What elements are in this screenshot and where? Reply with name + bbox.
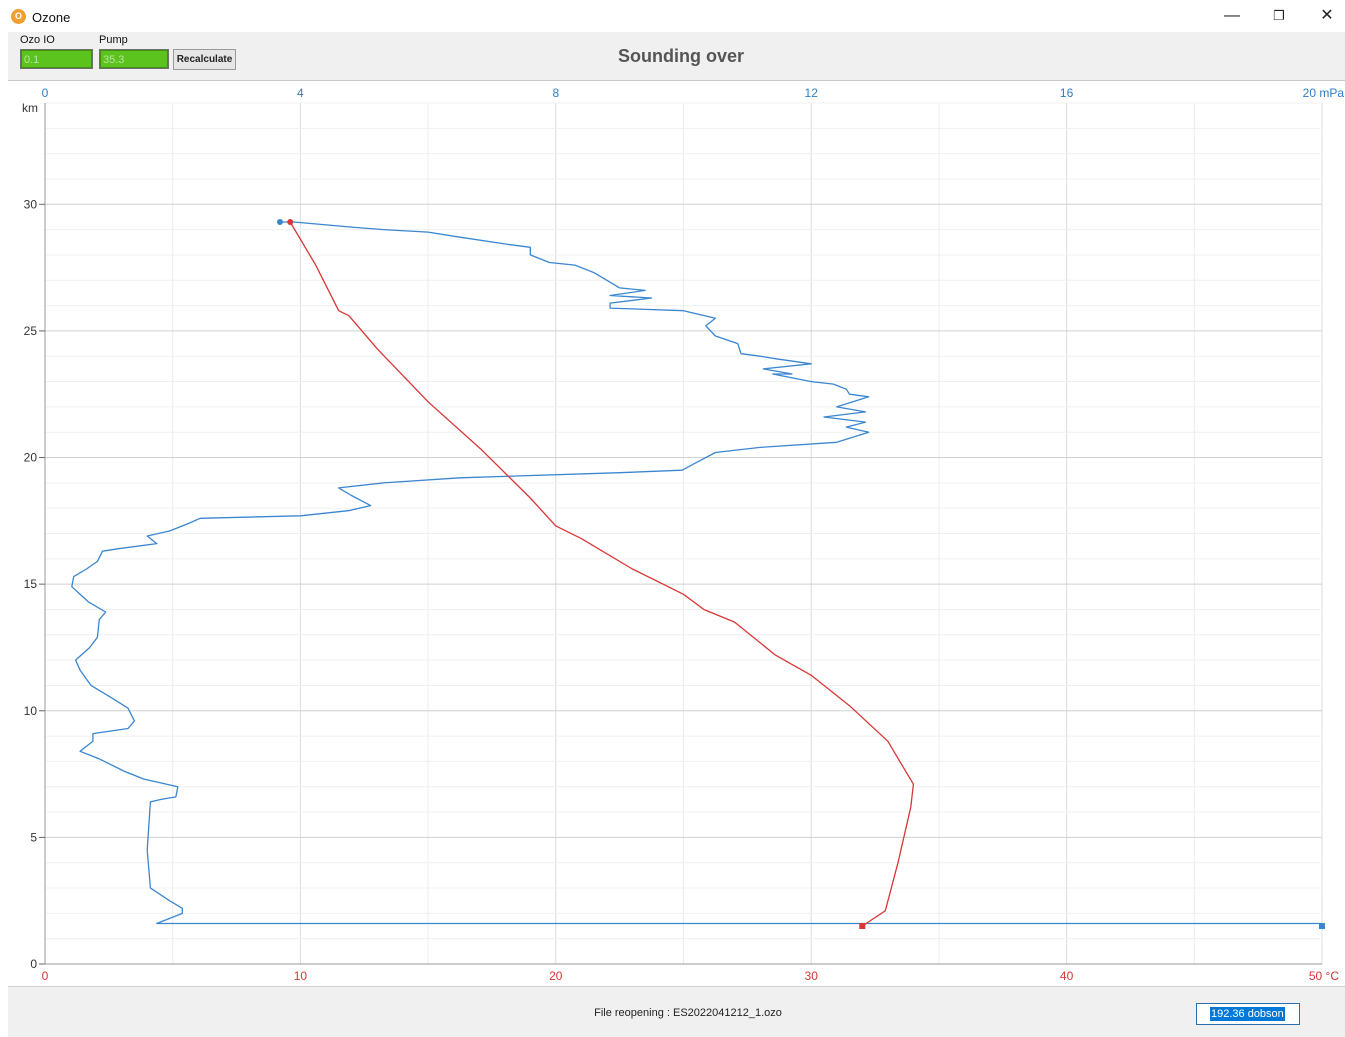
restore-button[interactable]: ❐ <box>1273 8 1285 23</box>
pump-label: Pump <box>99 34 128 46</box>
sounding-status-title: Sounding over <box>618 46 744 66</box>
y-tick-label: 20 <box>24 451 38 465</box>
pump-field[interactable]: 35.3 <box>99 49 169 69</box>
series-end-marker <box>276 219 283 226</box>
toolbar: Ozo IO 0.1 Pump 35.3 Recalculate Soundin… <box>8 32 1345 81</box>
x-bottom-tick-label: 10 <box>294 969 308 983</box>
series-end-marker <box>287 219 294 226</box>
y-tick-label: 0 <box>30 957 37 971</box>
chart-axes: 0 5 10 15 20 25 30 km 0 4 8 12 16 20 mPa 0 10 20 30 40 50 °… <box>22 86 1344 983</box>
y-tick-label: 25 <box>24 324 38 338</box>
status-bar: File reopening : ES2022041212_1.ozo 192.… <box>8 986 1345 1037</box>
y-axis-label: km <box>22 101 38 115</box>
chart-markers <box>276 219 1325 930</box>
title-bar: O Ozone — ❐ ✕ <box>0 0 1345 32</box>
y-tick-label: 30 <box>24 197 38 211</box>
x-bottom-tick-label: 20 <box>549 969 563 983</box>
x-bottom-tick-label: 0 <box>42 969 49 983</box>
file-status-text: File reopening : ES2022041212_1.ozo <box>594 1007 782 1019</box>
dobson-value: 192.36 dobson <box>1210 1007 1285 1021</box>
x-top-tick-label: 4 <box>297 86 304 100</box>
ozo-io-label: Ozo IO <box>20 34 55 46</box>
series-start-marker <box>859 923 866 930</box>
x-bottom-tick-label: 40 <box>1060 969 1074 983</box>
ozo-io-field[interactable]: 0.1 <box>20 49 93 69</box>
chart-series <box>71 221 1322 927</box>
ozone-partial-pressure-line <box>71 221 1322 925</box>
series-start-marker <box>1319 923 1325 930</box>
x-bottom-tick-label: 50 °C <box>1309 969 1339 983</box>
app-icon: O <box>11 9 26 24</box>
y-tick-label: 10 <box>24 704 38 718</box>
chart-grid <box>44 102 1323 965</box>
minimize-button[interactable]: — <box>1224 7 1240 24</box>
recalculate-button[interactable]: Recalculate <box>173 49 236 70</box>
x-top-tick-label: 8 <box>552 86 559 100</box>
x-top-tick-label: 12 <box>805 86 819 100</box>
x-top-tick-label: 0 <box>42 86 49 100</box>
x-bottom-tick-label: 30 <box>805 969 819 983</box>
x-top-tick-label: 16 <box>1060 86 1074 100</box>
dobson-field[interactable]: 192.36 dobson <box>1196 1003 1300 1025</box>
y-tick-label: 5 <box>30 830 37 844</box>
temperature-line <box>289 221 915 927</box>
x-top-tick-label: 20 mPa <box>1303 86 1345 100</box>
y-tick-label: 15 <box>24 577 38 591</box>
close-button[interactable]: ✕ <box>1320 7 1334 24</box>
ozone-sounding-chart: 0 5 10 15 20 25 30 km 0 4 8 12 16 20 mPa 0 10 20 30 40 50 °… <box>22 86 1344 983</box>
window-title: Ozone <box>32 10 71 25</box>
